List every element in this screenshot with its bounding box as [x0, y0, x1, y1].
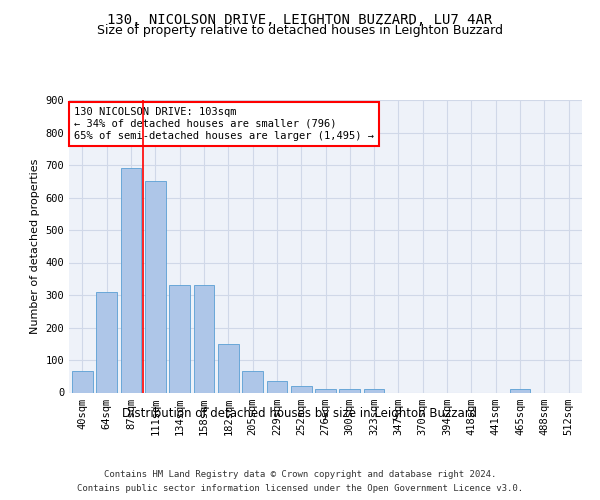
Bar	[266, 381, 287, 392]
Text: Size of property relative to detached houses in Leighton Buzzard: Size of property relative to detached ho…	[97, 24, 503, 37]
Bar	[340, 388, 360, 392]
Bar	[145, 181, 166, 392]
Text: Distribution of detached houses by size in Leighton Buzzard: Distribution of detached houses by size …	[122, 408, 478, 420]
Text: Contains public sector information licensed under the Open Government Licence v3: Contains public sector information licen…	[77, 484, 523, 493]
Bar	[97, 292, 117, 392]
Bar	[121, 168, 142, 392]
Bar	[169, 285, 190, 393]
Text: 130 NICOLSON DRIVE: 103sqm
← 34% of detached houses are smaller (796)
65% of sem: 130 NICOLSON DRIVE: 103sqm ← 34% of deta…	[74, 108, 374, 140]
Bar	[218, 344, 239, 393]
Bar	[72, 372, 93, 392]
Bar	[242, 372, 263, 392]
Bar	[315, 388, 336, 392]
Bar	[509, 388, 530, 392]
Bar	[364, 389, 385, 392]
Text: Contains HM Land Registry data © Crown copyright and database right 2024.: Contains HM Land Registry data © Crown c…	[104, 470, 496, 479]
Y-axis label: Number of detached properties: Number of detached properties	[30, 158, 40, 334]
Text: 130, NICOLSON DRIVE, LEIGHTON BUZZARD, LU7 4AR: 130, NICOLSON DRIVE, LEIGHTON BUZZARD, L…	[107, 12, 493, 26]
Bar	[291, 386, 311, 392]
Bar	[194, 285, 214, 393]
